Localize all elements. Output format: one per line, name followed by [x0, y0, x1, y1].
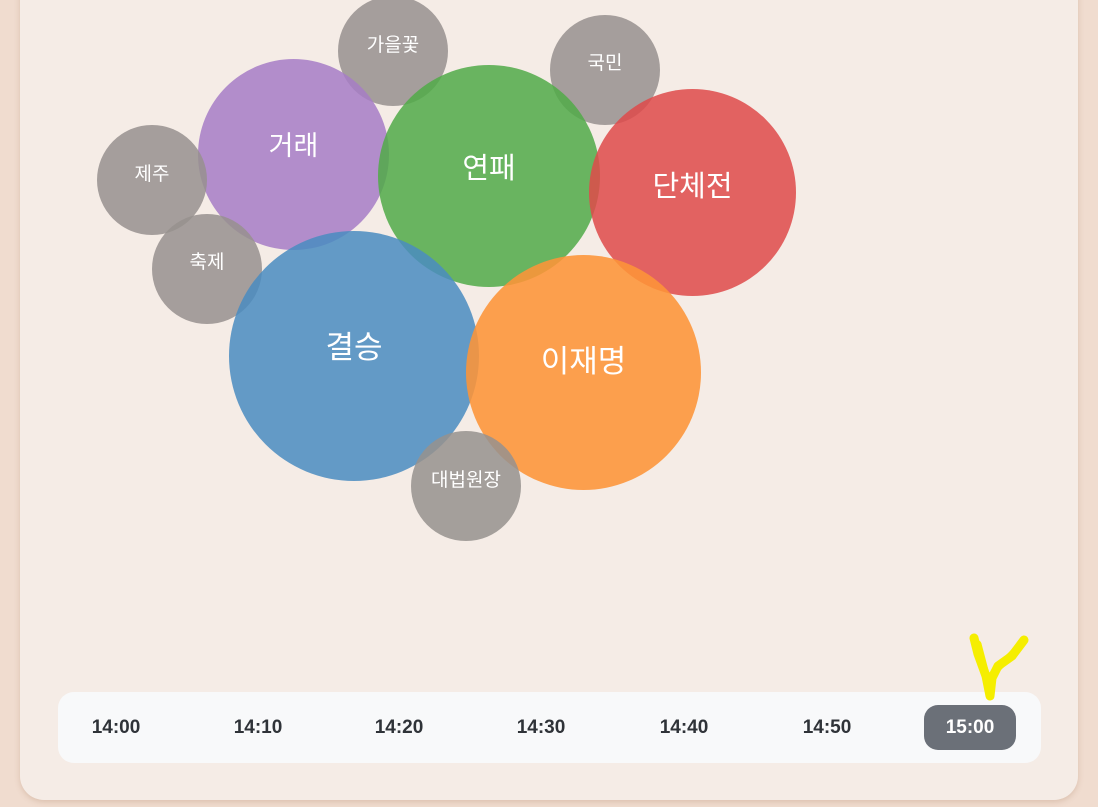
time-tick-1420[interactable]: 14:20: [374, 716, 424, 738]
bubble-label: 제주: [134, 162, 170, 185]
time-tick-1450[interactable]: 14:50: [802, 716, 852, 738]
bubble-label: 대법원장: [431, 468, 501, 491]
bubble-label: 축제: [189, 250, 225, 273]
time-tick-1400[interactable]: 14:00: [91, 716, 141, 738]
bubble-label: 연패: [462, 151, 516, 185]
bubble-label: 이재명: [540, 344, 627, 380]
timeline-bar: 14:00 14:10 14:20 14:30 14:40 14:50 15:0…: [58, 692, 1041, 763]
bubble-label: 국민: [587, 51, 623, 74]
time-tick-1500-selected[interactable]: 15:00: [924, 705, 1016, 750]
time-tick-1410[interactable]: 14:10: [233, 716, 283, 738]
bubble-label: 거래: [268, 131, 319, 162]
time-tick-1430[interactable]: 14:30: [516, 716, 566, 738]
keyword-bubble-chart: 가을꽃 국민 거래 제주 연패 단체전 축제 결승 이재명 대법원장: [97, 0, 796, 541]
bubble-label: 단체전: [652, 168, 733, 203]
bubble-label: 결승: [325, 329, 383, 366]
checkmark-annotation-icon: [969, 633, 1029, 701]
bubble-label: 가을꽃: [366, 33, 420, 56]
bubble-daebeobwonjang[interactable]: 대법원장: [411, 431, 521, 541]
time-tick-1440[interactable]: 14:40: [659, 716, 709, 738]
